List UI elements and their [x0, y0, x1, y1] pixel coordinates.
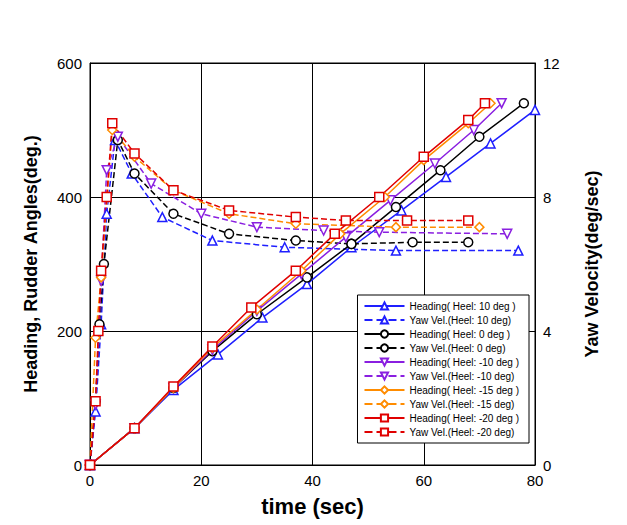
svg-text:12: 12 [543, 55, 560, 72]
svg-text:0: 0 [543, 457, 551, 474]
svg-text:Heading( Heel: 10 deg ): Heading( Heel: 10 deg ) [409, 301, 515, 312]
svg-text:Yaw Vel.(Heel: -10 deg): Yaw Vel.(Heel: -10 deg) [409, 371, 514, 382]
svg-text:40: 40 [304, 472, 321, 489]
svg-text:Heading( Heel: -10 deg ): Heading( Heel: -10 deg ) [409, 357, 519, 368]
svg-text:80: 80 [527, 472, 544, 489]
svg-text:Yaw Velocity(deg/sec): Yaw Velocity(deg/sec) [582, 170, 602, 357]
svg-text:200: 200 [57, 323, 82, 340]
svg-text:60: 60 [415, 472, 432, 489]
svg-text:Heading, Rudder Angles(deg.): Heading, Rudder Angles(deg.) [21, 135, 41, 392]
svg-text:0: 0 [74, 457, 82, 474]
svg-text:400: 400 [57, 189, 82, 206]
svg-text:600: 600 [57, 55, 82, 72]
svg-text:4: 4 [543, 323, 551, 340]
svg-text:time (sec): time (sec) [261, 494, 364, 519]
svg-text:20: 20 [193, 472, 210, 489]
svg-text:8: 8 [543, 189, 551, 206]
svg-text:Heading( Heel: 0 deg ): Heading( Heel: 0 deg ) [409, 329, 510, 340]
svg-text:0: 0 [86, 472, 94, 489]
svg-text:Heading( Heel: -15 deg ): Heading( Heel: -15 deg ) [409, 385, 519, 396]
svg-text:Heading( Heel: -20 deg ): Heading( Heel: -20 deg ) [409, 413, 519, 424]
svg-text:Yaw Vel.(Heel: 0 deg): Yaw Vel.(Heel: 0 deg) [409, 343, 505, 354]
svg-text:Yaw Vel.(Heel: 10 deg): Yaw Vel.(Heel: 10 deg) [409, 315, 511, 326]
svg-text:Yaw Vel.(Heel: -15 deg): Yaw Vel.(Heel: -15 deg) [409, 399, 514, 410]
svg-text:Yaw Vel.(Heel: -20 deg): Yaw Vel.(Heel: -20 deg) [409, 427, 514, 438]
